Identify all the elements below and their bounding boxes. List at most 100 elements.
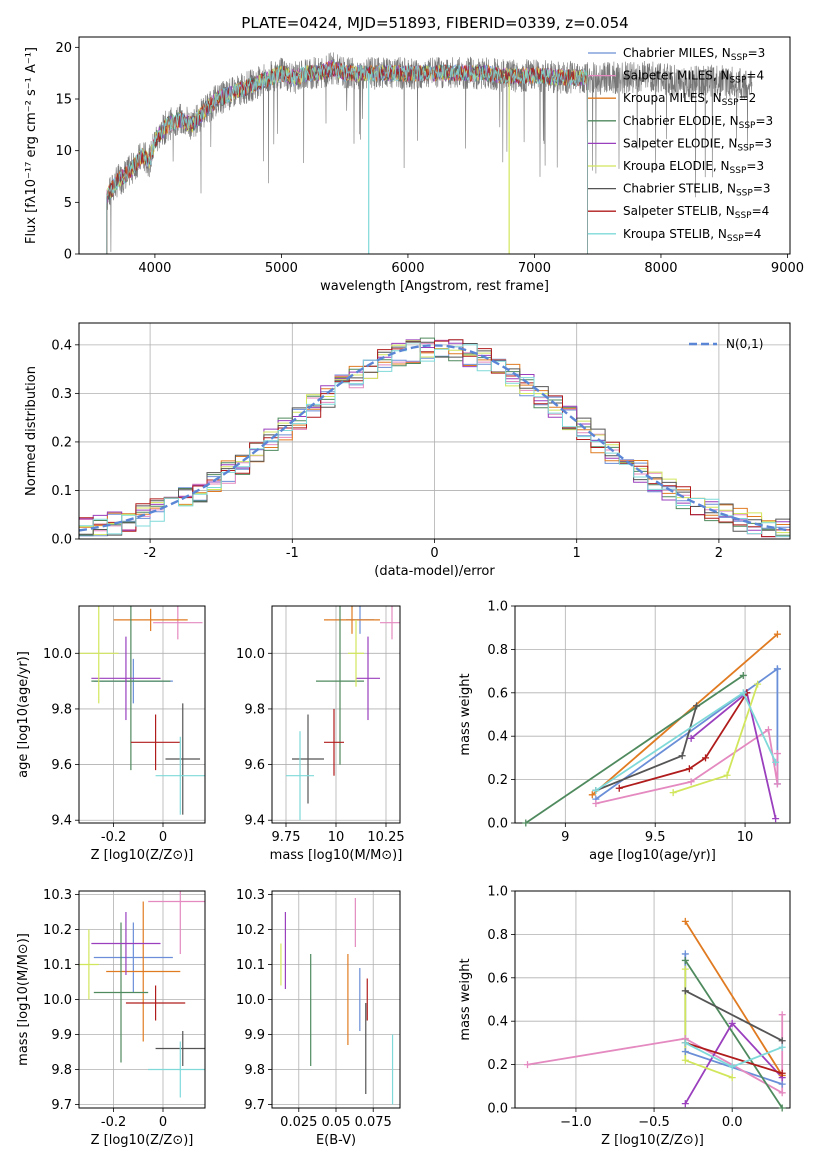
legend-label: Salpeter ELODIE, N [623, 136, 737, 150]
legend-entry: Salpeter MILES, NSSP=4 [623, 69, 764, 86]
normal-reference-curve [79, 344, 790, 532]
weight-marker [778, 1037, 786, 1045]
y-axis-label: age [log10(age/yr)] [16, 651, 31, 778]
weight-line-2 [684, 920, 783, 1076]
plot-area [79, 606, 205, 815]
axes-frame [78, 36, 791, 255]
weight-marker [681, 956, 689, 964]
y-tick-label: 9.8 [244, 1063, 265, 1078]
weight-marker [702, 754, 710, 762]
weight-marker [773, 750, 781, 758]
y-tick-label: 0.6 [487, 686, 508, 701]
y-tick-label: 9.9 [51, 1028, 72, 1043]
y-tick-label: 9.9 [244, 1028, 265, 1043]
x-tick-label: 0 [159, 1115, 167, 1130]
y-tick-label: 9.8 [51, 1063, 72, 1078]
legend-subscript: SSP [731, 53, 748, 63]
y-tick-label: 0.0 [487, 817, 508, 832]
weight-line-7 [685, 1042, 783, 1075]
weight-marker [728, 1063, 736, 1071]
plot-area [527, 920, 784, 1108]
figure-title: PLATE=0424, MJD=51893, FIBERID=0339, z=0… [241, 14, 628, 32]
weight-marker [588, 791, 596, 799]
y-axis-label: Flux [fλ10⁻¹⁷ erg cm⁻² s⁻¹ A⁻¹] [24, 47, 39, 244]
legend-subscript: SSP [730, 76, 747, 86]
weight-marker [524, 1061, 531, 1069]
weight-line-7 [618, 692, 748, 790]
legend-subscript: SSP [730, 166, 747, 176]
legend-label: Salpeter MILES, N [623, 69, 730, 83]
y-tick-label: 15 [55, 93, 72, 108]
x-tick-label: 1 [573, 546, 581, 561]
y-tick-label: 9.6 [244, 758, 265, 773]
legend-label: Kroupa MILES, N [623, 91, 722, 105]
x-axis-label: Z [log10(Z/Z⊙)] [601, 1133, 704, 1148]
weight-marker [764, 726, 772, 734]
legend-subscript: SSP [727, 234, 744, 244]
legend-suffix: =3 [755, 114, 773, 128]
weight-marker [739, 671, 747, 679]
legend-label: Chabrier ELODIE, N [623, 114, 739, 128]
x-axis-label: age [log10(age/yr)] [589, 848, 716, 863]
legend-entry: Kroupa ELODIE, NSSP=3 [623, 159, 764, 176]
y-tick-label: 9.7 [51, 1098, 72, 1113]
y-axis-label: mass weight [458, 958, 473, 1040]
x-tick-label: -0.2 [101, 1115, 126, 1130]
weight-marker [681, 1056, 689, 1064]
y-tick-label: 20 [55, 41, 72, 56]
weight-marker [681, 987, 689, 995]
legend-subscript: SSP [739, 121, 756, 131]
weight-marker [681, 917, 689, 925]
y-tick-label: 10.2 [43, 923, 72, 938]
weight-marker [778, 1089, 786, 1097]
x-tick-label: 0.075 [355, 1115, 392, 1130]
legend-suffix: =3 [754, 136, 772, 150]
weight-marker [669, 789, 677, 797]
residuals-panel: -2 -1 0 1 2 0.0 0.1 0.2 0.3 0.4 (data-model)/error… [24, 322, 791, 579]
x-axis-label: wavelength [Angstrom, rest frame] [320, 279, 549, 294]
weight-line-1 [527, 1014, 784, 1095]
weight-marker [723, 771, 731, 779]
legend-suffix: =3 [753, 182, 771, 196]
weight-marker [773, 780, 781, 788]
y-tick-label: 1.0 [487, 885, 508, 900]
x-axis-label: E(B-V) [316, 1133, 356, 1148]
axes-frame [514, 605, 791, 824]
x-axis-label: mass [log10(M/M⊙)] [270, 848, 403, 863]
y-tick-label: 10.3 [236, 888, 265, 903]
weight-marker [687, 734, 695, 742]
weight-line-6 [684, 989, 783, 1042]
mass-age-panel: 9.75 10 10.25 9.4 9.6 9.8 10.0 mass [log10(M/M⊙… [236, 605, 405, 863]
y-tick-label: 0.4 [51, 338, 72, 353]
legend-subscript: SSP [737, 143, 754, 153]
y-tick-label: 9.7 [244, 1098, 265, 1113]
legend-label: Salpeter STELIB, N [623, 204, 735, 218]
x-tick-label: 0.025 [280, 1115, 317, 1130]
z-mass-panel: -0.2 0 9.7 9.8 9.9 10.0 10.1 10.2 10.3 Z [log10(Z… [16, 888, 206, 1148]
legend-label: Kroupa ELODIE, N [623, 159, 730, 173]
legend-entry: Salpeter ELODIE, NSSP=3 [623, 136, 772, 153]
z-age-panel: -0.2 0 9.4 9.6 9.8 10.0 Z [log10(Z/Z⊙)] age [lo… [16, 605, 206, 863]
weight-marker [778, 1104, 786, 1112]
y-tick-label: 0.6 [487, 971, 508, 986]
legend-label: Chabrier MILES, N [623, 46, 731, 60]
x-tick-label: 9 [561, 830, 569, 845]
x-tick-label: −1.0 [560, 1115, 592, 1130]
model-spectrum-7 [106, 61, 588, 254]
weight-marker [778, 1069, 786, 1077]
weight-marker [522, 819, 530, 827]
y-tick-label: 0.3 [51, 387, 72, 402]
legend-suffix: =3 [746, 159, 764, 173]
y-tick-label: 0.8 [487, 643, 508, 658]
y-tick-label: 0.0 [51, 533, 72, 548]
legend-subscript: SSP [722, 98, 739, 108]
legend-entry: Salpeter STELIB, NSSP=4 [623, 204, 769, 221]
x-tick-label: 8000 [644, 261, 677, 276]
legend-label: Kroupa STELIB, N [623, 227, 727, 241]
weight-marker [592, 786, 600, 794]
legend-entry: Kroupa MILES, NSSP=2 [623, 91, 756, 108]
y-tick-label: 9.8 [51, 702, 72, 717]
weight-marker [693, 702, 701, 710]
